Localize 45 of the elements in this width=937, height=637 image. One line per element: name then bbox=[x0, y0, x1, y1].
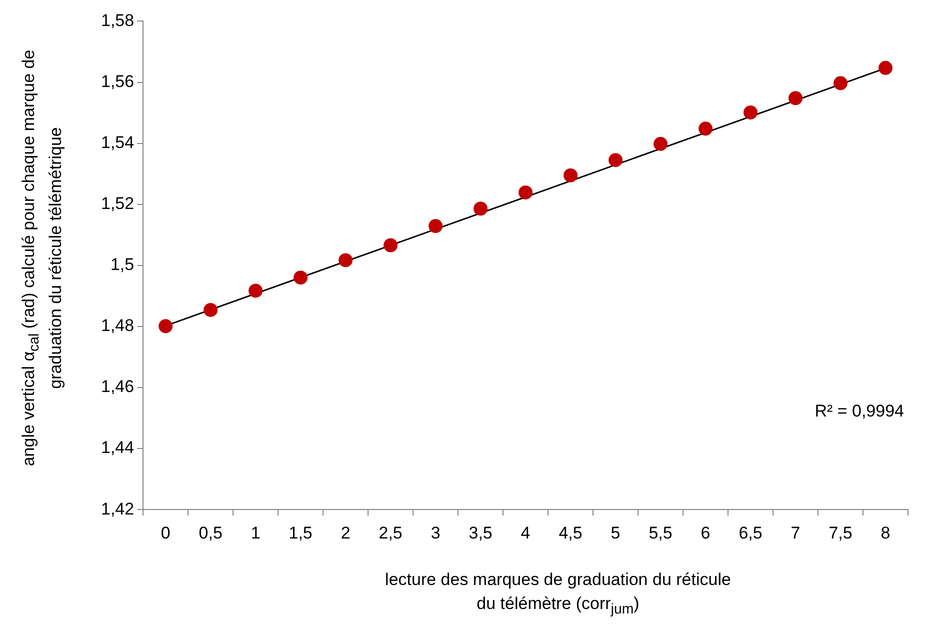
point bbox=[338, 253, 353, 268]
point bbox=[878, 60, 893, 75]
x-tick-label: 7 bbox=[790, 523, 800, 542]
y-tick-label: 1,52 bbox=[100, 194, 134, 214]
x-tick-label: 0,5 bbox=[198, 523, 222, 542]
x-tick-label: 5,5 bbox=[648, 523, 672, 542]
point bbox=[158, 319, 173, 334]
point bbox=[608, 153, 623, 168]
x-tick-label: 2,5 bbox=[378, 523, 402, 542]
point bbox=[474, 202, 488, 216]
x-tick-label: 3,5 bbox=[468, 523, 492, 542]
x-tick-label: 8 bbox=[880, 523, 890, 542]
x-tick-label: 4,5 bbox=[558, 523, 582, 542]
x-tick-label: 2 bbox=[340, 523, 350, 542]
x-axis-title: lecture des marques de graduation du réticule du télémètre (corr$_{jum}$) bbox=[384, 569, 732, 620]
point bbox=[248, 284, 263, 298]
y-tick-label: 1,42 bbox=[100, 499, 134, 518]
point bbox=[518, 185, 533, 200]
point bbox=[744, 105, 758, 120]
point bbox=[564, 168, 578, 182]
y-tick-label: 1,54 bbox=[100, 132, 134, 152]
x-tick-label: 6 bbox=[700, 523, 710, 542]
y-tick-label: 1,5 bbox=[110, 255, 134, 274]
point bbox=[788, 91, 803, 106]
x-tick-label: 6,5 bbox=[738, 523, 762, 542]
y-tick-label: 1,56 bbox=[100, 72, 134, 91]
point bbox=[698, 122, 713, 136]
point bbox=[294, 270, 308, 285]
point bbox=[428, 219, 443, 234]
y-tick-label: 1,46 bbox=[100, 377, 134, 396]
y-tick-label: 1,44 bbox=[100, 438, 134, 458]
x-tick-label: 4 bbox=[520, 523, 530, 542]
point bbox=[384, 238, 398, 252]
y-tick-label: 1,48 bbox=[100, 316, 134, 336]
x-tick-label: 0 bbox=[160, 523, 170, 542]
y-tick-label: 1,58 bbox=[100, 10, 134, 30]
x-tick-label: 5 bbox=[610, 523, 620, 542]
point bbox=[654, 136, 668, 151]
annotation: R² = 0,9994 bbox=[814, 402, 904, 421]
x-tick-label: 1 bbox=[250, 523, 260, 542]
point bbox=[204, 302, 218, 317]
x-tick-label: 7,5 bbox=[828, 523, 852, 542]
x-tick-label: 1,5 bbox=[288, 523, 312, 542]
point bbox=[834, 76, 848, 90]
x-tick-label: 3 bbox=[430, 523, 440, 542]
